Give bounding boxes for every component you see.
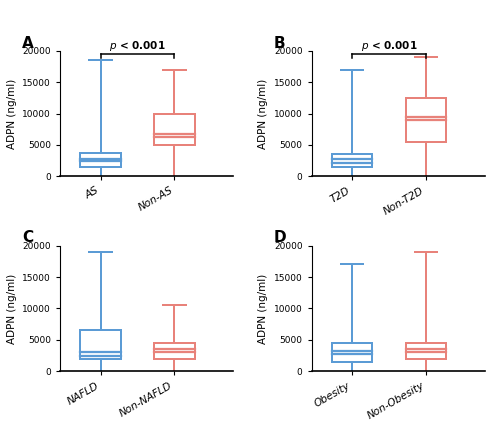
Text: $p$ < 0.001: $p$ < 0.001 bbox=[109, 38, 166, 52]
Bar bbox=[154, 114, 194, 145]
Text: B: B bbox=[274, 35, 285, 51]
Text: $p$ < 0.001: $p$ < 0.001 bbox=[360, 38, 418, 52]
Text: C: C bbox=[22, 230, 33, 246]
Bar bbox=[332, 343, 372, 362]
Bar bbox=[154, 343, 194, 359]
Y-axis label: ADPN (ng/ml): ADPN (ng/ml) bbox=[258, 78, 268, 149]
Y-axis label: ADPN (ng/ml): ADPN (ng/ml) bbox=[258, 273, 268, 344]
Bar bbox=[80, 152, 121, 167]
Y-axis label: ADPN (ng/ml): ADPN (ng/ml) bbox=[6, 78, 16, 149]
Bar bbox=[332, 154, 372, 167]
Text: A: A bbox=[22, 35, 34, 51]
Bar bbox=[80, 330, 121, 359]
Bar bbox=[406, 98, 446, 142]
Y-axis label: ADPN (ng/ml): ADPN (ng/ml) bbox=[6, 273, 16, 344]
Bar bbox=[406, 343, 446, 359]
Text: D: D bbox=[274, 230, 286, 246]
